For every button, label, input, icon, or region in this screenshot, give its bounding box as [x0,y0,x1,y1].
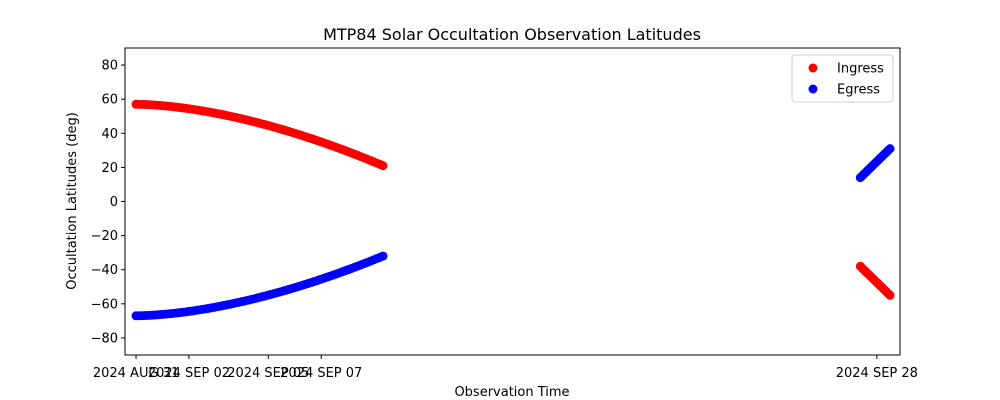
y-axis: −80 −60 −40 −20 0 20 40 60 80 [91,59,125,346]
y-axis-label: Occultation Latitudes (deg) [65,112,80,290]
plot-background [125,48,900,355]
x-tick-label: 2024 SEP 28 [836,366,918,381]
y-tick-label: −20 [91,229,118,244]
plot-area [124,47,901,356]
y-tick-label: 0 [110,195,118,210]
x-axis-label: Observation Time [454,385,569,400]
x-tick-label: 2024 SEP 07 [280,366,362,381]
legend: Ingress Egress [791,54,894,103]
legend-marker [808,63,818,73]
y-tick-label: 20 [101,161,118,176]
legend-label: Ingress [837,62,884,77]
x-tick-label: 2024 SEP 02 [148,366,230,381]
data-point [885,144,895,154]
y-tick-label: 60 [101,93,118,108]
chart-title: MTP84 Solar Occultation Observation Lati… [323,25,701,44]
data-point [378,251,388,261]
legend-label: Egress [837,83,880,98]
data-point [885,290,895,300]
y-tick-label: −80 [91,331,118,346]
y-tick-label: 80 [101,59,118,74]
x-tick-label: 2024 AUG 31 [93,366,179,381]
data-points [131,99,895,321]
y-tick-label: 40 [101,127,118,142]
x-tick-label: 2024 SEP 05 [227,366,309,381]
series-ingress [131,99,895,300]
data-point [378,161,388,171]
series-egress [131,144,895,321]
y-tick-label: −60 [91,297,118,312]
legend-marker [808,84,818,94]
y-tick-label: −40 [91,263,118,278]
